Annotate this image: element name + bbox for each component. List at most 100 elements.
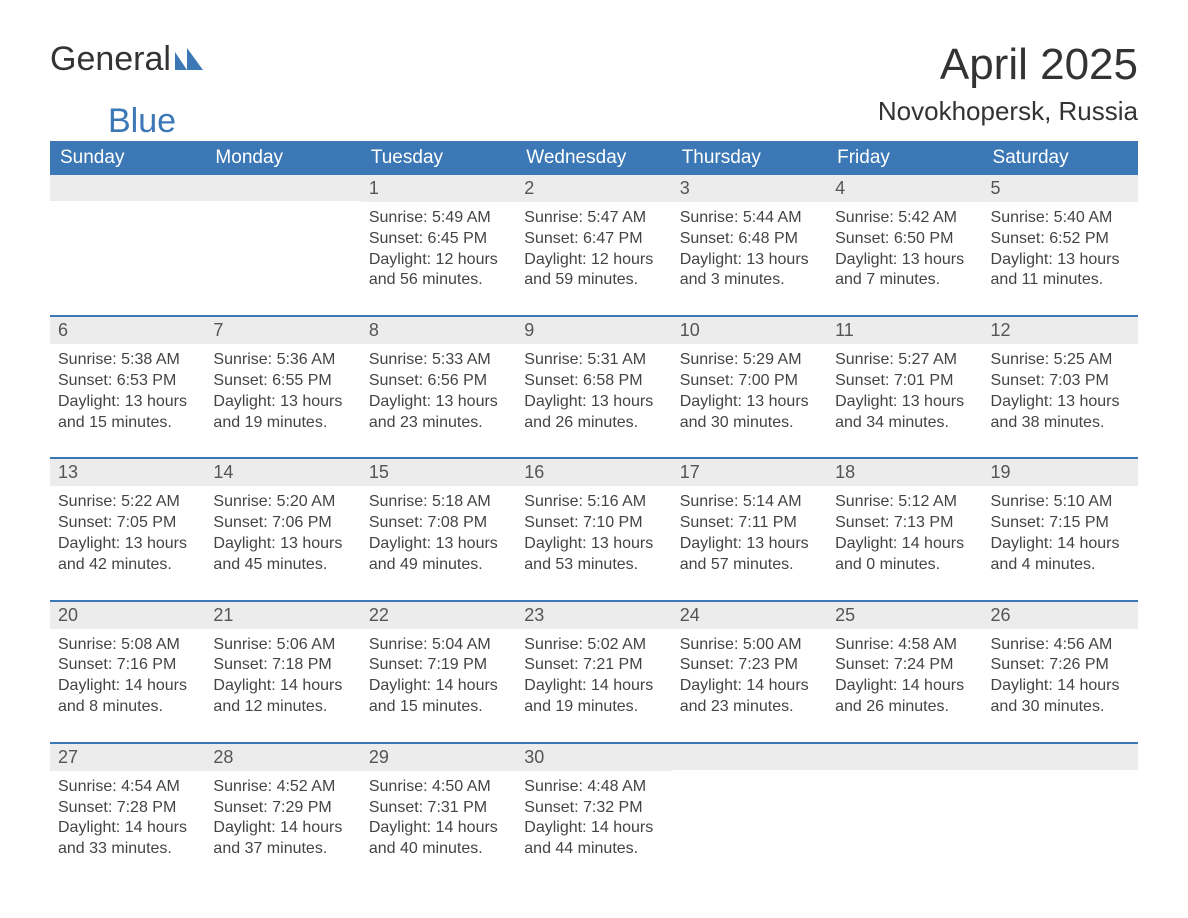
day-detail-line: Sunrise: 5:33 AM: [369, 350, 508, 371]
day-details: Sunrise: 4:50 AMSunset: 7:31 PMDaylight:…: [361, 771, 516, 862]
dayname-sun: Sunday: [50, 141, 205, 175]
day-detail-line: Daylight: 13 hours: [213, 534, 352, 555]
day-cell: [983, 744, 1138, 868]
day-detail-line: Sunset: 7:15 PM: [991, 513, 1130, 534]
day-details: Sunrise: 5:27 AMSunset: 7:01 PMDaylight:…: [827, 344, 982, 435]
day-detail-line: Sunset: 7:01 PM: [835, 371, 974, 392]
day-detail-line: Sunrise: 5:22 AM: [58, 492, 197, 513]
day-detail-line: and 38 minutes.: [991, 413, 1130, 434]
day-detail-line: Daylight: 14 hours: [680, 676, 819, 697]
day-details: Sunrise: 5:22 AMSunset: 7:05 PMDaylight:…: [50, 486, 205, 577]
day-details: Sunrise: 4:52 AMSunset: 7:29 PMDaylight:…: [205, 771, 360, 862]
day-cell: [205, 175, 360, 299]
day-cell: 18Sunrise: 5:12 AMSunset: 7:13 PMDayligh…: [827, 459, 982, 583]
day-details: Sunrise: 5:20 AMSunset: 7:06 PMDaylight:…: [205, 486, 360, 577]
day-number: 15: [361, 459, 516, 486]
day-number: 14: [205, 459, 360, 486]
day-cell: 4 Sunrise: 5:42 AMSunset: 6:50 PMDaylight…: [827, 175, 982, 299]
day-detail-line: Sunrise: 5:47 AM: [524, 208, 663, 229]
day-cell: 24Sunrise: 5:00 AMSunset: 7:23 PMDayligh…: [672, 602, 827, 726]
day-cell: 23Sunrise: 5:02 AMSunset: 7:21 PMDayligh…: [516, 602, 671, 726]
day-detail-line: Sunrise: 5:42 AM: [835, 208, 974, 229]
day-number: [205, 175, 360, 201]
day-number: 3: [672, 175, 827, 202]
day-detail-line: and 12 minutes.: [213, 697, 352, 718]
day-details: Sunrise: 5:04 AMSunset: 7:19 PMDaylight:…: [361, 629, 516, 720]
day-cell: 20Sunrise: 5:08 AMSunset: 7:16 PMDayligh…: [50, 602, 205, 726]
logo-mark-icon: [175, 40, 209, 79]
location-label: Novokhopersk, Russia: [878, 96, 1138, 127]
day-detail-line: Daylight: 13 hours: [680, 534, 819, 555]
week-row: 6Sunrise: 5:38 AMSunset: 6:53 PMDaylight…: [50, 315, 1138, 441]
day-details: Sunrise: 5:16 AMSunset: 7:10 PMDaylight:…: [516, 486, 671, 577]
logo-text-1: General: [50, 40, 171, 79]
week-row: 27Sunrise: 4:54 AMSunset: 7:28 PMDayligh…: [50, 742, 1138, 868]
week-row: 1Sunrise: 5:49 AMSunset: 6:45 PMDaylight…: [50, 175, 1138, 299]
day-detail-line: Sunrise: 5:29 AM: [680, 350, 819, 371]
day-detail-line: and 59 minutes.: [524, 270, 663, 291]
day-cell: 9Sunrise: 5:31 AMSunset: 6:58 PMDaylight…: [516, 317, 671, 441]
day-number: 8: [361, 317, 516, 344]
day-detail-line: Sunrise: 4:50 AM: [369, 777, 508, 798]
day-detail-line: Sunrise: 5:38 AM: [58, 350, 197, 371]
day-detail-line: Sunset: 7:18 PM: [213, 655, 352, 676]
day-cell: 19Sunrise: 5:10 AMSunset: 7:15 PMDayligh…: [983, 459, 1138, 583]
page-title: April 2025: [940, 40, 1138, 90]
day-cell: [50, 175, 205, 299]
day-detail-line: and 40 minutes.: [369, 839, 508, 860]
day-detail-line: Sunset: 7:03 PM: [991, 371, 1130, 392]
header: General April 2025: [50, 40, 1138, 90]
day-details: Sunrise: 5:38 AMSunset: 6:53 PMDaylight:…: [50, 344, 205, 435]
day-detail-line: Daylight: 13 hours: [835, 250, 974, 271]
day-detail-line: Sunrise: 5:10 AM: [991, 492, 1130, 513]
day-detail-line: Daylight: 13 hours: [680, 250, 819, 271]
day-detail-line: Daylight: 14 hours: [369, 818, 508, 839]
day-detail-line: Daylight: 13 hours: [369, 392, 508, 413]
day-details: Sunrise: 5:08 AMSunset: 7:16 PMDaylight:…: [50, 629, 205, 720]
day-cell: 27Sunrise: 4:54 AMSunset: 7:28 PMDayligh…: [50, 744, 205, 868]
day-detail-line: and 30 minutes.: [680, 413, 819, 434]
day-detail-line: and 49 minutes.: [369, 555, 508, 576]
day-detail-line: Sunrise: 5:14 AM: [680, 492, 819, 513]
day-cell: 11Sunrise: 5:27 AMSunset: 7:01 PMDayligh…: [827, 317, 982, 441]
dayname-thu: Thursday: [672, 141, 827, 175]
day-number: [50, 175, 205, 201]
day-detail-line: and 26 minutes.: [524, 413, 663, 434]
day-number: 19: [983, 459, 1138, 486]
day-detail-line: and 23 minutes.: [369, 413, 508, 434]
day-details: Sunrise: 4:56 AMSunset: 7:26 PMDaylight:…: [983, 629, 1138, 720]
day-details: Sunrise: 5:44 AMSunset: 6:48 PMDaylight:…: [672, 202, 827, 293]
day-detail-line: Sunset: 7:31 PM: [369, 798, 508, 819]
day-number: 29: [361, 744, 516, 771]
dayname-mon: Monday: [205, 141, 360, 175]
day-cell: 13Sunrise: 5:22 AMSunset: 7:05 PMDayligh…: [50, 459, 205, 583]
day-detail-line: Sunset: 6:50 PM: [835, 229, 974, 250]
day-details: Sunrise: 5:49 AMSunset: 6:45 PMDaylight:…: [361, 202, 516, 293]
day-cell: 2Sunrise: 5:47 AMSunset: 6:47 PMDaylight…: [516, 175, 671, 299]
day-details: Sunrise: 5:36 AMSunset: 6:55 PMDaylight:…: [205, 344, 360, 435]
day-cell: 26Sunrise: 4:56 AMSunset: 7:26 PMDayligh…: [983, 602, 1138, 726]
day-detail-line: and 11 minutes.: [991, 270, 1130, 291]
day-detail-line: Daylight: 13 hours: [58, 534, 197, 555]
day-number: 30: [516, 744, 671, 771]
day-number: 28: [205, 744, 360, 771]
day-detail-line: and 7 minutes.: [835, 270, 974, 291]
day-cell: 7Sunrise: 5:36 AMSunset: 6:55 PMDaylight…: [205, 317, 360, 441]
day-cell: 3Sunrise: 5:44 AMSunset: 6:48 PMDaylight…: [672, 175, 827, 299]
day-details: Sunrise: 5:33 AMSunset: 6:56 PMDaylight:…: [361, 344, 516, 435]
day-detail-line: Daylight: 13 hours: [524, 392, 663, 413]
day-detail-line: and 53 minutes.: [524, 555, 663, 576]
day-detail-line: Sunset: 6:47 PM: [524, 229, 663, 250]
day-number: 21: [205, 602, 360, 629]
day-details: Sunrise: 5:12 AMSunset: 7:13 PMDaylight:…: [827, 486, 982, 577]
day-detail-line: Sunset: 7:08 PM: [369, 513, 508, 534]
day-detail-line: and 44 minutes.: [524, 839, 663, 860]
day-number: 17: [672, 459, 827, 486]
day-detail-line: and 26 minutes.: [835, 697, 974, 718]
day-number: 4: [827, 175, 982, 202]
day-detail-line: Sunrise: 5:16 AM: [524, 492, 663, 513]
day-detail-line: Sunset: 7:21 PM: [524, 655, 663, 676]
dayname-tue: Tuesday: [361, 141, 516, 175]
week-row: 13Sunrise: 5:22 AMSunset: 7:05 PMDayligh…: [50, 457, 1138, 583]
day-detail-line: Sunrise: 5:00 AM: [680, 635, 819, 656]
